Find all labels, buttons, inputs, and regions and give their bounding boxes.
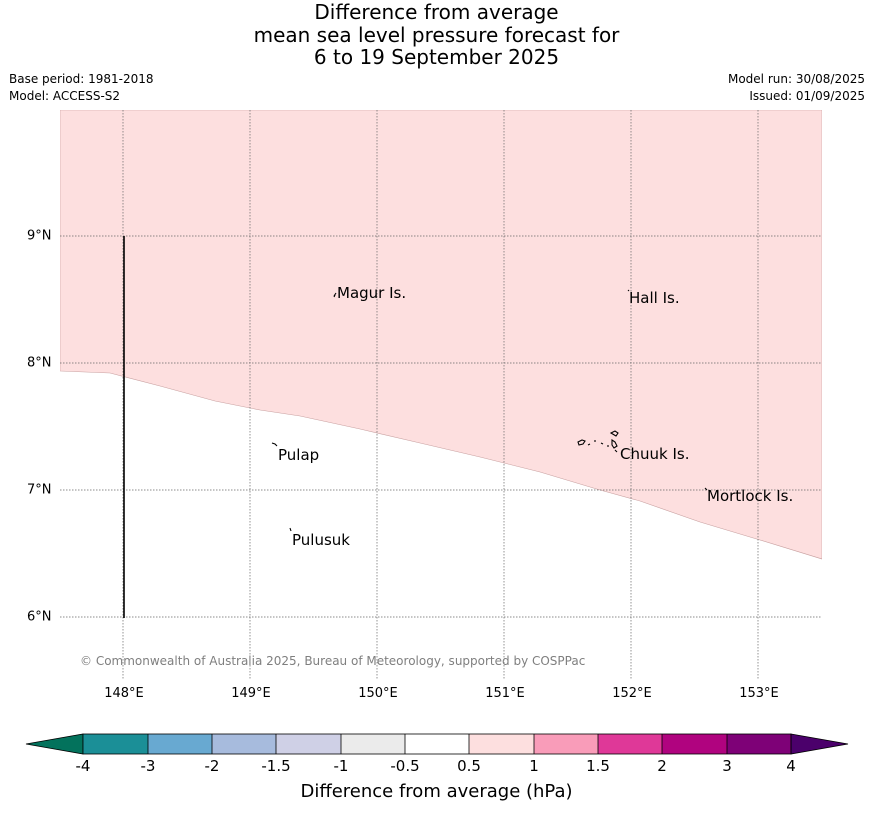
place-hall: Hall Is. xyxy=(629,289,680,307)
title-line-1: Difference from average xyxy=(314,0,559,24)
colorbar-extend-low xyxy=(25,733,84,755)
place-mortlock: Mortlock Is. xyxy=(707,487,794,505)
colorbar-tick: -3 xyxy=(140,757,156,775)
colorbar-label: Difference from average (hPa) xyxy=(300,781,573,802)
lat-label-8n: 8°N xyxy=(27,355,52,371)
colorbar-tick: 0.5 xyxy=(457,757,481,775)
place-pulap: Pulap xyxy=(278,446,320,464)
place-chuuk: Chuuk Is. xyxy=(620,445,690,463)
colorbar-tick: -1.5 xyxy=(261,757,291,775)
colorbar-segment xyxy=(469,734,534,754)
colorbar-segment xyxy=(341,734,405,754)
colorbar-extend-high xyxy=(790,733,849,755)
meta-left: Base period: 1981-2018 Model: ACCESS-S2 xyxy=(9,71,154,105)
island-pulusuk xyxy=(289,527,292,532)
colorbar-tick: -0.5 xyxy=(390,757,420,775)
islands xyxy=(271,289,708,532)
place-pulusuk: Pulusuk xyxy=(292,531,350,549)
lon-label-153e: 153°E xyxy=(739,686,779,701)
colorbar-segment xyxy=(405,734,469,754)
colorbar-segment xyxy=(662,734,727,754)
graticule xyxy=(60,110,822,680)
lat-label-6n: 6°N xyxy=(27,609,52,625)
title-line-3: 6 to 19 September 2025 xyxy=(313,45,560,69)
lon-label-148e: 148°E xyxy=(104,686,144,701)
colorbar-tick: -4 xyxy=(75,757,91,775)
map-title: Difference from average mean sea level p… xyxy=(0,1,873,69)
positive-anomaly-region xyxy=(60,110,822,560)
island-hall xyxy=(627,289,630,292)
model-run: Model run: 30/08/2025 xyxy=(727,72,865,86)
title-line-2: mean sea level pressure forecast for xyxy=(253,22,620,47)
lon-label-150e: 150°E xyxy=(358,686,398,701)
colorbar-tick: 3 xyxy=(722,757,732,775)
colorbar-segment xyxy=(83,734,148,754)
map-area xyxy=(60,110,822,680)
copyright-notice: © Commonwealth of Australia 2025, Bureau… xyxy=(80,654,586,668)
lat-label-9n: 9°N xyxy=(27,228,52,244)
colorbar-segment xyxy=(598,734,662,754)
lon-label-149e: 149°E xyxy=(231,686,271,701)
model-name: Model: ACCESS-S2 xyxy=(9,89,121,103)
colorbar-segment xyxy=(212,734,276,754)
colorbar-segment xyxy=(276,734,341,754)
island-magur xyxy=(333,292,337,298)
colorbar-tick: 1.5 xyxy=(586,757,610,775)
issued-date: Issued: 01/09/2025 xyxy=(749,89,865,103)
colorbar xyxy=(25,733,849,755)
colorbar-tick: 2 xyxy=(657,757,667,775)
island-chuuk xyxy=(577,430,619,453)
lat-label-7n: 7°N xyxy=(27,482,52,498)
island-mortlock xyxy=(704,487,708,491)
base-period: Base period: 1981-2018 xyxy=(9,72,154,86)
island-pulap xyxy=(271,442,278,447)
colorbar-segment xyxy=(148,734,212,754)
colorbar-tick: -1 xyxy=(333,757,349,775)
lon-label-151e: 151°E xyxy=(485,686,525,701)
colorbar-segment xyxy=(534,734,598,754)
colorbar-tick: 4 xyxy=(786,757,796,775)
colorbar-tick: -2 xyxy=(204,757,220,775)
meta-right: Model run: 30/08/2025 Issued: 01/09/2025 xyxy=(728,71,865,105)
colorbar-segment xyxy=(727,734,791,754)
colorbar-frame xyxy=(82,733,792,755)
colorbar-tick: 1 xyxy=(529,757,539,775)
colorbar-dividers xyxy=(147,734,728,754)
place-magur: Magur Is. xyxy=(337,284,407,302)
lon-label-152e: 152°E xyxy=(612,686,652,701)
